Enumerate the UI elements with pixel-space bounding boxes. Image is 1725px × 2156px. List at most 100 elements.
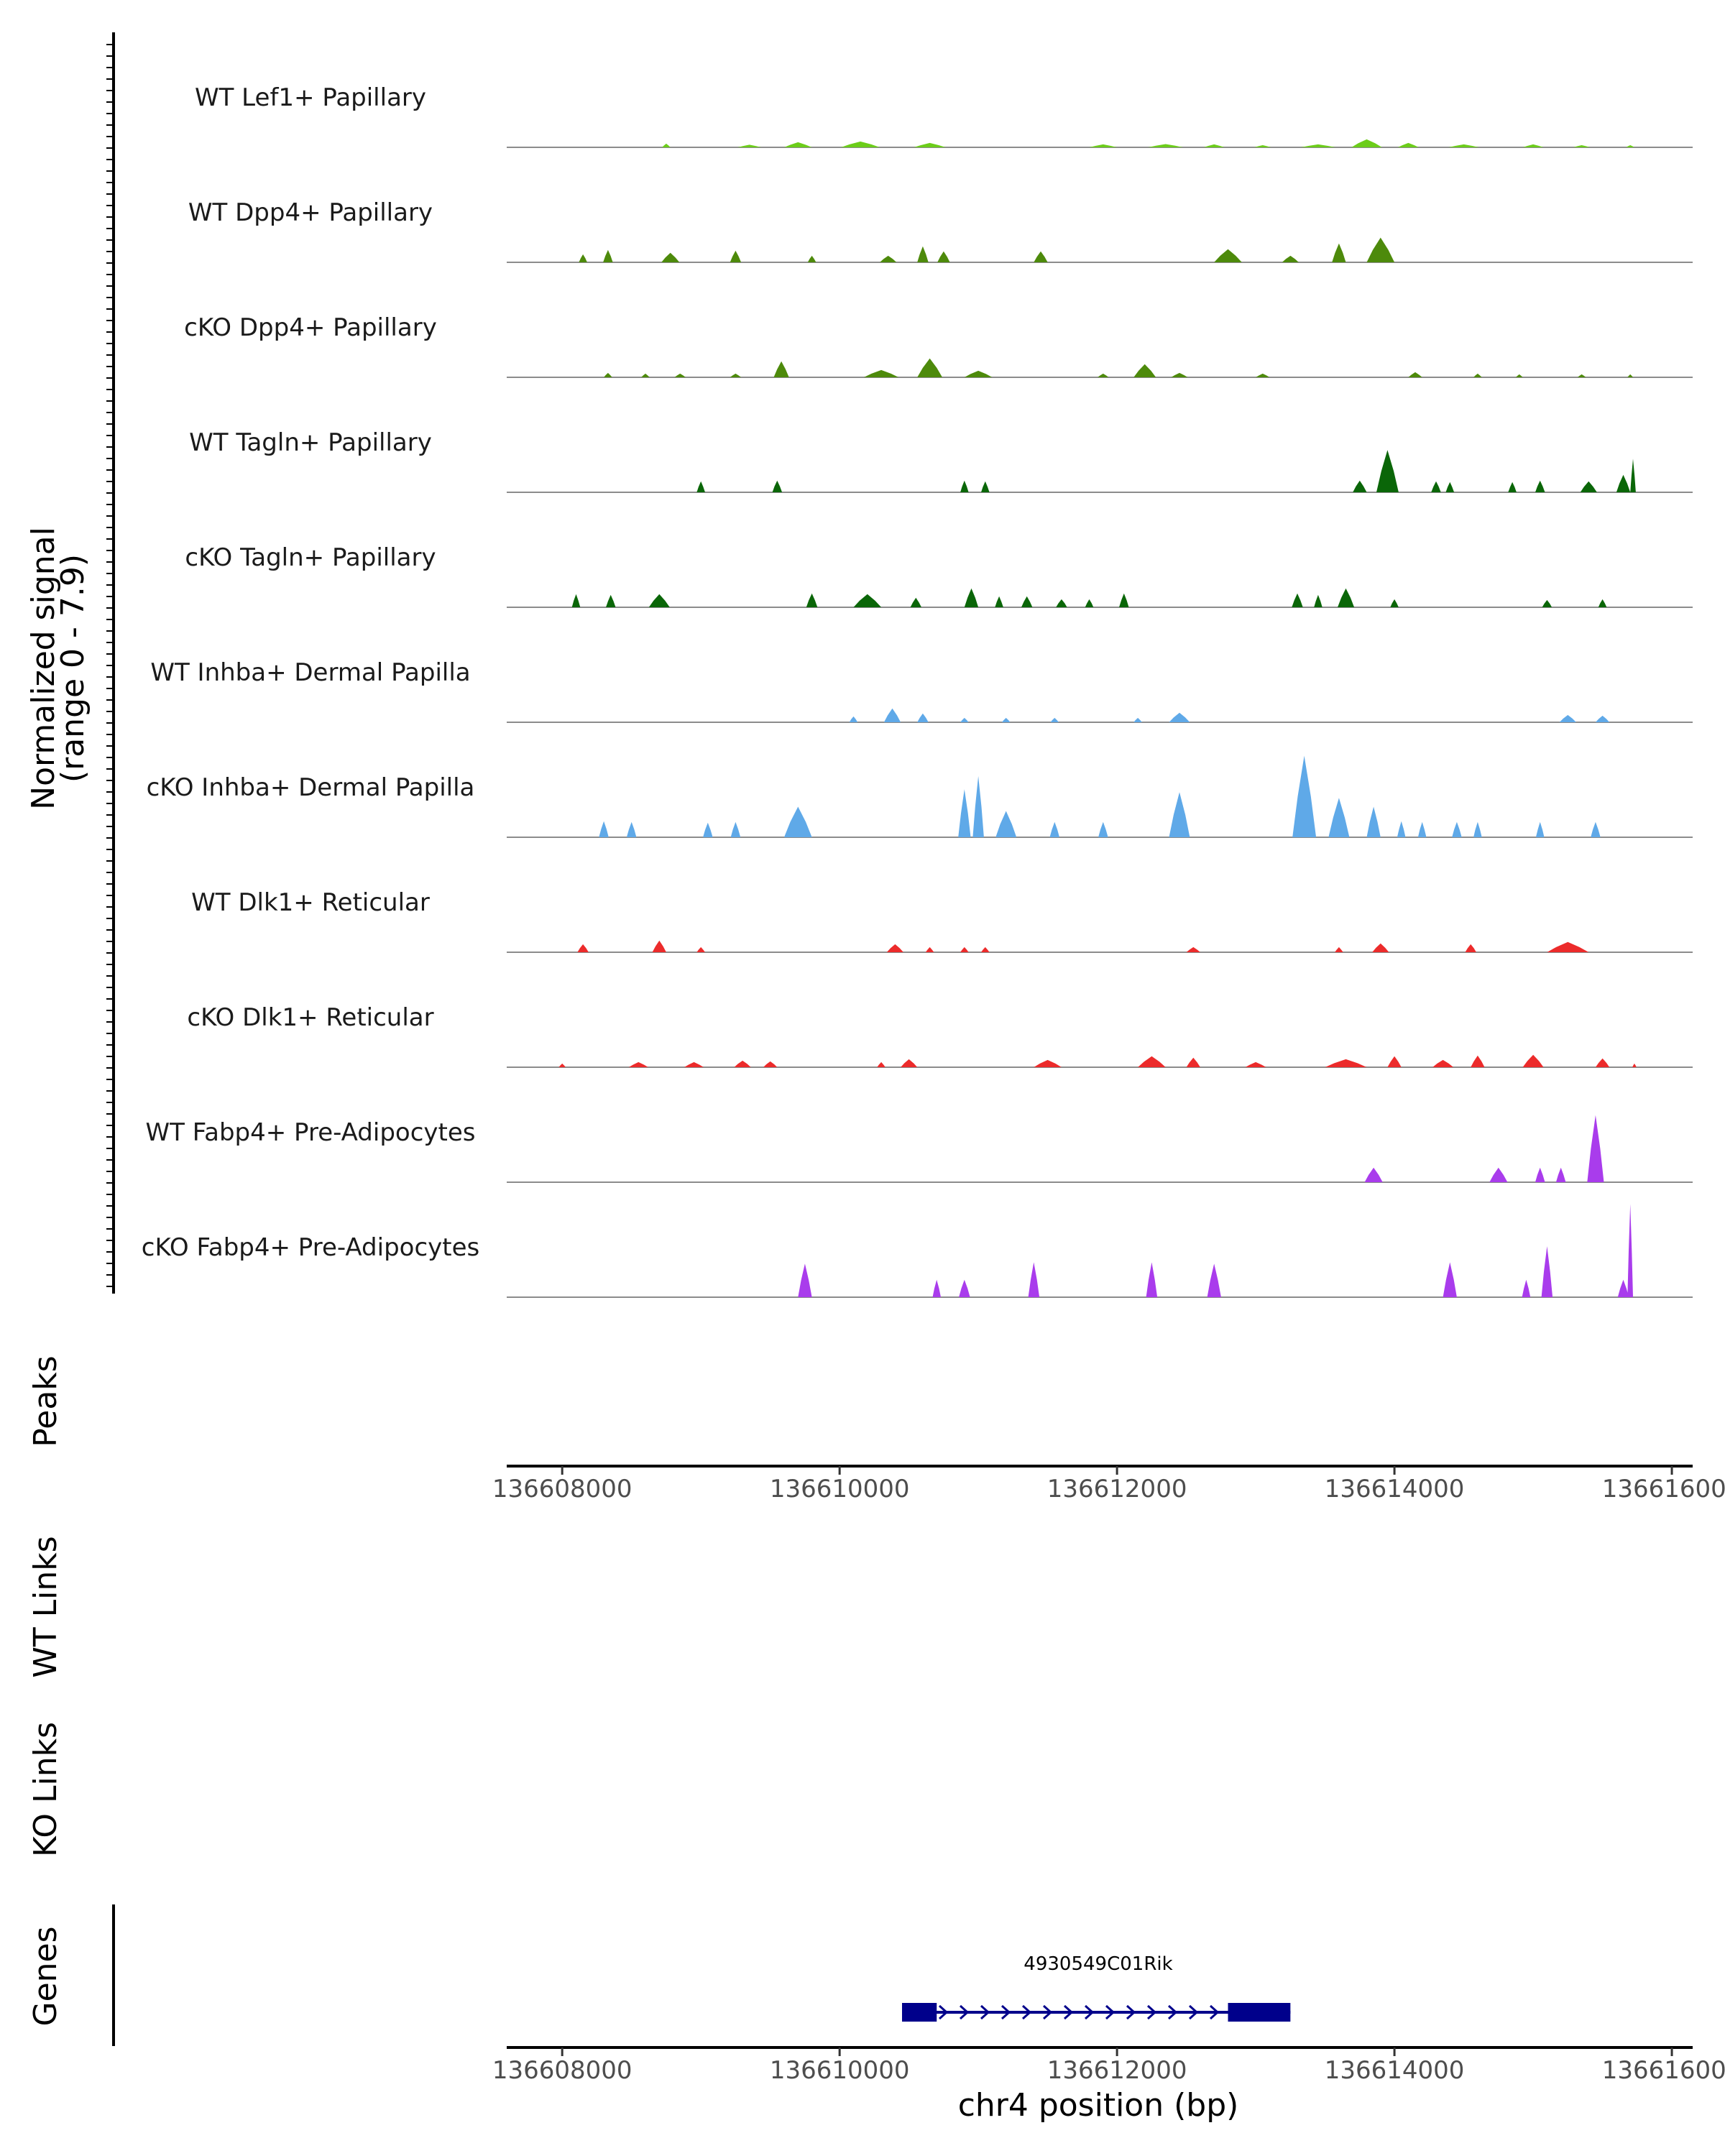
coverage-peak bbox=[1522, 144, 1544, 147]
coverage-peak bbox=[606, 594, 616, 607]
coverage-peak bbox=[1335, 946, 1343, 952]
coverage-peak bbox=[1245, 1061, 1266, 1067]
coverage-peak bbox=[1332, 243, 1346, 262]
y-axis-label-range: (range 0 - 7.9) bbox=[55, 554, 91, 783]
coverage-peak bbox=[901, 1059, 918, 1067]
coverage-peak bbox=[1292, 593, 1303, 607]
gene-model bbox=[902, 2003, 1291, 2022]
strand-arrow-icon bbox=[1042, 2004, 1053, 2020]
coverage-peak bbox=[1034, 251, 1048, 262]
coverage-peak bbox=[730, 250, 742, 262]
coverage-peak bbox=[1338, 588, 1355, 607]
gene-exon bbox=[902, 2003, 937, 2022]
coverage-peak bbox=[1376, 450, 1399, 492]
coverage-peak bbox=[964, 588, 979, 607]
coverage-peak bbox=[1214, 249, 1242, 262]
coverage-peak bbox=[1169, 792, 1190, 837]
coverage-peak bbox=[1448, 144, 1479, 147]
coverage-peak bbox=[1535, 821, 1545, 837]
coverage-peak bbox=[1577, 374, 1586, 377]
coverage-peak bbox=[959, 1279, 970, 1297]
x-axis-ticks-bottom: 136608000 136610000 136612000 136614000 1366… bbox=[492, 2047, 1725, 2085]
coverage-peak bbox=[641, 373, 650, 377]
coverage-peak bbox=[684, 1061, 704, 1067]
coverage-peak bbox=[995, 596, 1003, 607]
coverage-peak bbox=[964, 370, 993, 377]
coverage-peak bbox=[1133, 364, 1156, 377]
track-wt-fabp4-pre-adipocytes: WT Fabp4+ Pre-Adipocytes bbox=[146, 1115, 1693, 1183]
track-cko-dpp4-papillary: cKO Dpp4+ Papillary bbox=[184, 313, 1693, 378]
coverage-peak bbox=[577, 944, 589, 952]
coverage-peak bbox=[1547, 941, 1589, 952]
track-label: WT Lef1+ Papillary bbox=[195, 83, 426, 112]
coverage-peak bbox=[960, 717, 969, 722]
coverage-peak bbox=[1580, 481, 1597, 492]
x-axis-ticks: 136608000 136610000 136612000 136614000 1366… bbox=[492, 1466, 1725, 1503]
coverage-peak bbox=[917, 358, 942, 377]
coverage-peak bbox=[1325, 1059, 1367, 1067]
coverage-peak bbox=[1098, 373, 1109, 377]
coverage-peak bbox=[1522, 1054, 1544, 1067]
strand-arrow-icon bbox=[1167, 2004, 1178, 2020]
strand-arrow-icon bbox=[1000, 2004, 1011, 2020]
coverage-peak bbox=[972, 775, 984, 837]
coverage-peak bbox=[1049, 821, 1059, 837]
coverage-peak bbox=[1473, 821, 1482, 837]
coverage-peak bbox=[737, 144, 762, 147]
coverage-peak bbox=[1573, 145, 1591, 147]
coverage-peak bbox=[1171, 372, 1188, 377]
ko-links-track-label: KO Links bbox=[27, 1722, 64, 1857]
track-label: WT Dlk1+ Reticular bbox=[191, 888, 430, 917]
coverage-peak bbox=[1541, 1246, 1553, 1297]
coverage-peak bbox=[910, 597, 921, 607]
coverage-peak bbox=[628, 1061, 648, 1067]
coverage-peak bbox=[1050, 717, 1059, 722]
coverage-peak bbox=[1595, 1058, 1610, 1067]
coverage-peak bbox=[960, 946, 969, 952]
coverage-peak bbox=[917, 713, 929, 722]
coverage-peak bbox=[995, 811, 1017, 837]
track-wt-tagln-papillary: WT Tagln+ Papillary bbox=[189, 428, 1693, 493]
strand-arrow-icon bbox=[1126, 2004, 1136, 2020]
peaks-track-label: Peaks bbox=[27, 1355, 64, 1447]
coverage-peak bbox=[1133, 717, 1142, 722]
track-label: WT Dpp4+ Papillary bbox=[188, 198, 433, 227]
coverage-peak bbox=[1630, 459, 1636, 492]
strand-arrow-icon bbox=[1021, 2004, 1032, 2020]
track-label: cKO Dlk1+ Reticular bbox=[187, 1003, 433, 1032]
coverage-peak bbox=[1408, 372, 1422, 377]
coverage-peak bbox=[1559, 714, 1576, 722]
coverage-peak bbox=[1508, 482, 1517, 492]
coverage-peak bbox=[604, 372, 612, 377]
coverage-peak bbox=[1535, 1167, 1545, 1182]
strand-arrow-icon bbox=[1063, 2004, 1074, 2020]
wt-links-track-label: WT Links bbox=[27, 1536, 64, 1677]
x-tick-label: 136616000 bbox=[1602, 2056, 1725, 2085]
coverage-peak bbox=[1314, 594, 1322, 607]
coverage-peak bbox=[849, 716, 858, 722]
coverage-peak bbox=[696, 481, 705, 492]
coverage-peak bbox=[886, 944, 903, 952]
track-label: cKO Dpp4+ Papillary bbox=[184, 313, 437, 342]
coverage-peak bbox=[937, 251, 950, 262]
coverage-peak bbox=[841, 141, 880, 147]
coverage-peak bbox=[1387, 1056, 1402, 1067]
track-label: cKO Inhba+ Dermal Papilla bbox=[147, 773, 475, 802]
coverage-peak bbox=[807, 255, 816, 262]
coverage-peak bbox=[1471, 1055, 1485, 1067]
coverage-peak bbox=[1397, 821, 1406, 837]
coverage-peak bbox=[1515, 374, 1523, 377]
coverage-peak bbox=[1328, 798, 1350, 837]
coverage-peak bbox=[925, 946, 934, 952]
coverage-peak bbox=[1555, 1167, 1566, 1182]
x-axis-label: chr4 position (bp) bbox=[958, 2087, 1239, 2124]
track-wt-inhba-dermal-papilla: WT Inhba+ Dermal Papilla bbox=[150, 658, 1693, 723]
coverage-peak bbox=[730, 373, 742, 377]
y-axis-ticks bbox=[106, 44, 114, 1287]
coverage-peak bbox=[877, 1061, 886, 1067]
coverage-peak bbox=[1452, 821, 1462, 837]
x-tick-label: 136612000 bbox=[1047, 2056, 1187, 2085]
coverage-peak bbox=[1351, 139, 1382, 147]
track-label: WT Inhba+ Dermal Papilla bbox=[150, 658, 470, 687]
